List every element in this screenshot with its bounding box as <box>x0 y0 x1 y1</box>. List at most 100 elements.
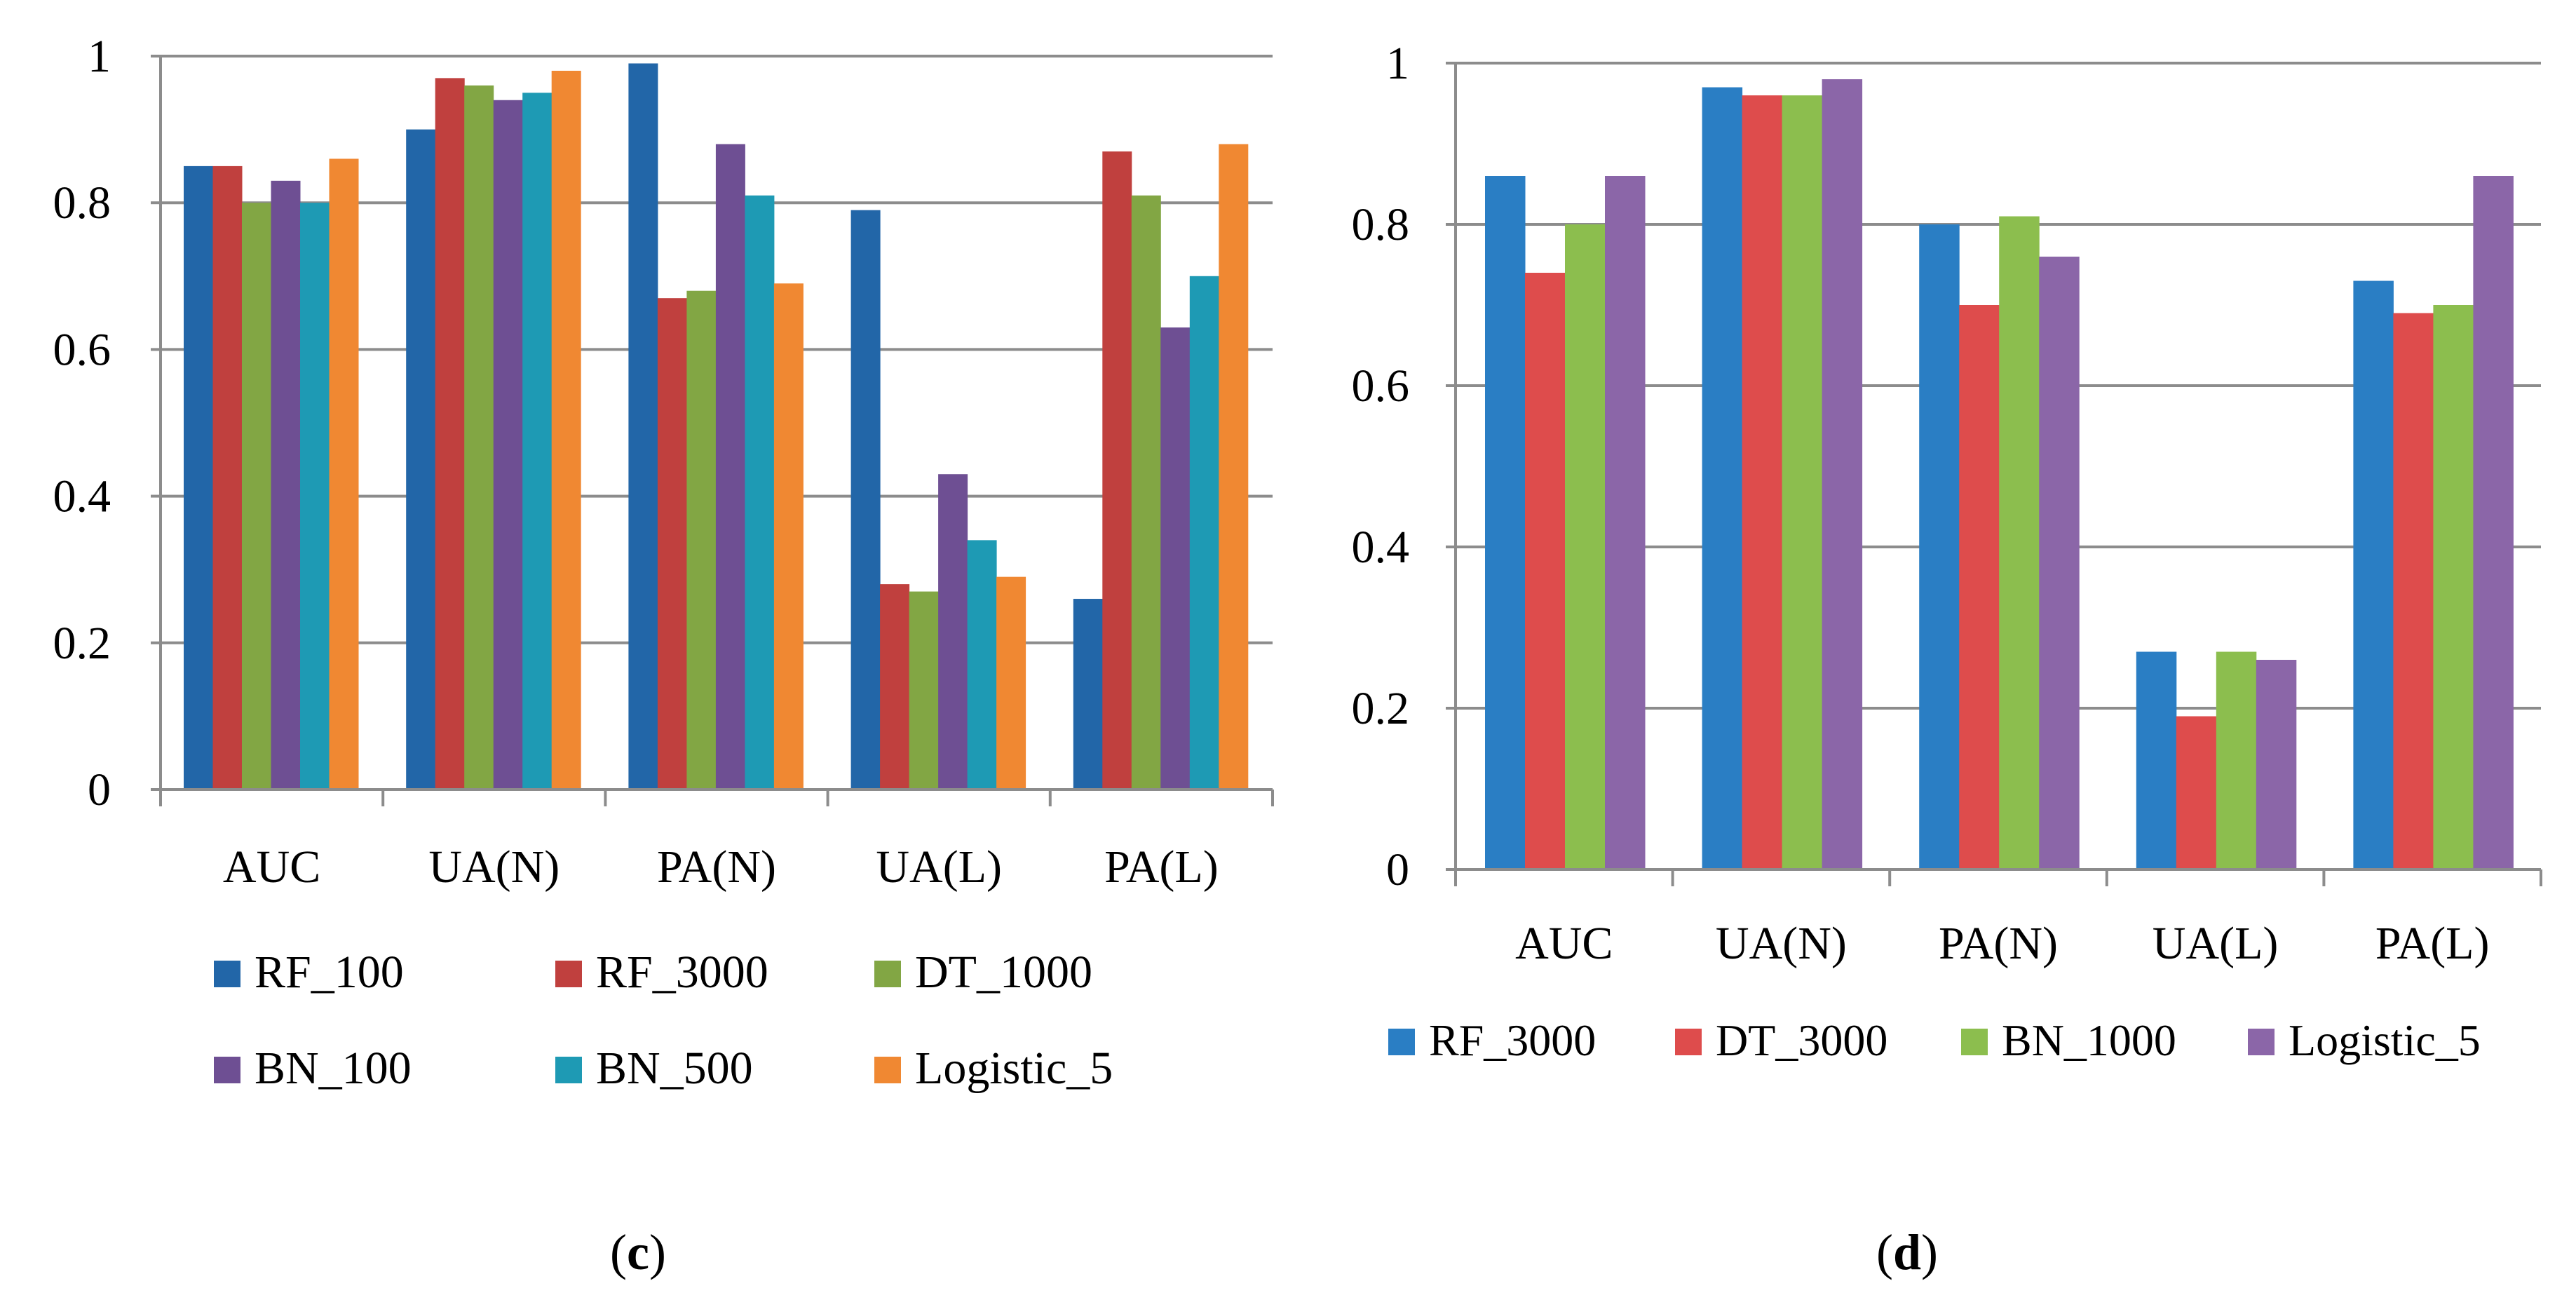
bar-rf-100-pal <box>1073 599 1103 790</box>
y-tick-label: 0.6 <box>1352 360 1410 412</box>
y-tick-label: 0 <box>88 764 111 815</box>
bar-dt-3000-pal <box>2393 313 2434 869</box>
legend-label: RF_3000 <box>596 947 768 998</box>
bar-dt-1000-pan <box>686 290 717 790</box>
panel-label: (c) <box>610 1224 666 1280</box>
bar-dt-1000-ual <box>909 591 939 790</box>
bar-dt-3000-pan <box>1959 305 2000 869</box>
bar-bn-500-uan <box>522 93 553 790</box>
bar-rf-3000-uan <box>435 78 465 790</box>
category-label: PA(N) <box>1939 918 2058 969</box>
bar-bn-500-pan <box>745 195 775 790</box>
category-label: PA(L) <box>2375 918 2490 969</box>
bar-dt-3000-auc <box>1525 273 1566 869</box>
bar-bn-100-auc <box>271 180 301 790</box>
bar-dt-1000-pal <box>1131 195 1161 790</box>
bar-dt-1000-auc <box>242 203 271 790</box>
bar-rf-3000-auc <box>212 165 243 790</box>
y-tick-label: 0.4 <box>53 471 111 522</box>
bar-rf-3000-uan <box>1702 87 1743 869</box>
bar-rf-100-uan <box>406 129 436 790</box>
bar-rf-100-pan <box>628 63 658 790</box>
category-label: UA(L) <box>876 841 1002 893</box>
y-tick-label: 0.2 <box>53 618 111 669</box>
y-tick-label: 1 <box>1386 38 1409 89</box>
bar-bn-500-pal <box>1189 276 1219 790</box>
legend-swatch <box>2248 1029 2275 1055</box>
legend-label: Logistic_5 <box>915 1043 1113 1094</box>
legend-swatch <box>874 1057 901 1083</box>
bar-dt-3000-ual <box>2176 716 2217 869</box>
legend-swatch <box>1675 1029 1702 1055</box>
panel-label-open: ( <box>1876 1224 1893 1280</box>
legend-swatch <box>555 961 582 987</box>
legend-label: DT_3000 <box>1716 1015 1887 1065</box>
panel-label-close: ) <box>649 1224 666 1280</box>
bar-logistic-5-uan <box>1822 79 1863 869</box>
bar-logistic-5-auc <box>329 158 359 790</box>
bar-bn-500-auc <box>300 203 330 790</box>
y-tick-label: 0.8 <box>1352 199 1410 250</box>
legend-swatch <box>874 961 901 987</box>
category-label: UA(L) <box>2153 918 2279 969</box>
y-tick-label: 0.2 <box>1352 683 1410 734</box>
bar-bn-1000-ual <box>2216 651 2257 869</box>
bar-rf-100-ual <box>850 210 881 790</box>
y-tick-label: 0.4 <box>1352 522 1410 573</box>
y-tick-label: 1 <box>88 31 111 82</box>
bar-rf-3000-auc <box>1485 176 1526 869</box>
panel-label-open: ( <box>610 1224 627 1280</box>
bar-logistic-5-pan <box>773 283 804 790</box>
bar-bn-100-pan <box>715 144 745 790</box>
bar-logistic-5-pan <box>2039 257 2080 869</box>
bar-logistic-5-ual <box>2256 660 2297 869</box>
bar-bn-1000-auc <box>1565 224 1606 869</box>
category-label: AUC <box>223 841 320 893</box>
bar-logistic-5-auc <box>1605 176 1646 869</box>
bar-logistic-5-uan <box>551 70 581 790</box>
legend-label: BN_500 <box>596 1043 753 1094</box>
legend-label: RF_3000 <box>1429 1015 1596 1065</box>
bar-bn-1000-pal <box>2433 305 2474 869</box>
category-label: UA(N) <box>1716 918 1847 969</box>
legend-label: BN_100 <box>255 1043 412 1094</box>
category-label: PA(L) <box>1104 841 1219 893</box>
bar-bn-500-ual <box>967 540 997 790</box>
bar-bn-100-uan <box>493 100 523 790</box>
y-tick-label: 0.8 <box>53 177 111 229</box>
bar-rf-100-auc <box>184 165 213 790</box>
bar-bn-100-pal <box>1160 327 1191 790</box>
bar-rf-3000-pal <box>2353 280 2394 869</box>
bar-logistic-5-ual <box>996 576 1026 790</box>
chart-d: 0 0.2 0.4 0.6 0.8 1 AUC UA(N) PA(N) UA(L) PA(L) RF_… <box>1352 38 2542 1280</box>
panel-label-letter: c <box>627 1224 649 1280</box>
bar-bn-1000-uan <box>1782 95 1823 869</box>
chart-c: 0 0.2 0.4 0.6 0.8 1 AUC UA(N) PA(N) UA(L) PA(L) RF_… <box>53 31 1274 1280</box>
bar-rf-3000-pan <box>657 298 687 790</box>
legend-label: DT_1000 <box>915 947 1092 998</box>
panel-label: (d) <box>1876 1224 1938 1280</box>
legend-swatch <box>214 1057 240 1083</box>
category-label: PA(N) <box>657 841 776 893</box>
legend-swatch <box>214 961 240 987</box>
bar-logistic-5-pal <box>1219 144 1249 790</box>
legend-label: Logistic_5 <box>2289 1015 2481 1065</box>
panel-label-letter: d <box>1893 1224 1921 1280</box>
bar-rf-3000-ual <box>2136 651 2177 869</box>
y-tick-label: 0.6 <box>53 324 111 375</box>
bar-rf-3000-pal <box>1102 151 1132 790</box>
bar-bn-100-ual <box>938 474 968 790</box>
category-label: AUC <box>1515 918 1613 969</box>
panel-label-close: ) <box>1921 1224 1938 1280</box>
legend-swatch <box>555 1057 582 1083</box>
legend-label: RF_100 <box>255 947 404 998</box>
bar-bn-1000-pan <box>1999 216 2040 869</box>
bar-logistic-5-pal <box>2473 176 2514 869</box>
bar-dt-1000-uan <box>464 85 494 790</box>
bar-rf-3000-ual <box>880 584 910 790</box>
bar-rf-3000-pan <box>1919 224 1960 869</box>
y-tick-label: 0 <box>1386 844 1409 895</box>
legend-swatch <box>1961 1029 1988 1055</box>
bar-dt-3000-uan <box>1742 95 1783 869</box>
